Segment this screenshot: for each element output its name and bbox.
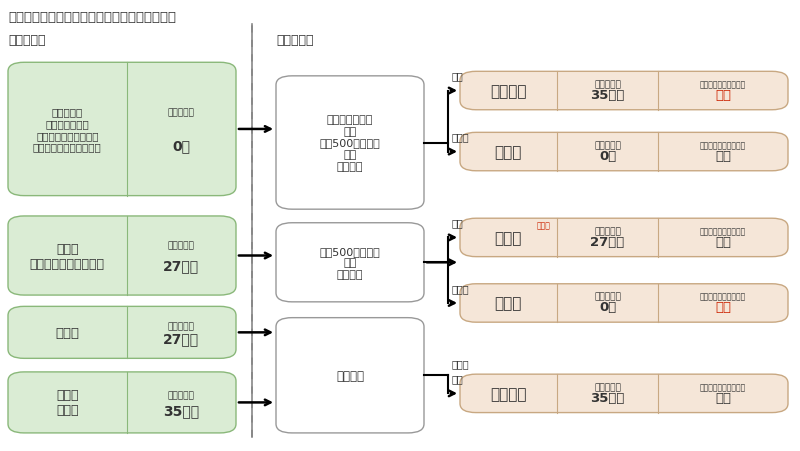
Text: （控除額）: （控除額） xyxy=(168,241,194,250)
Text: 非該当: 非該当 xyxy=(494,145,522,160)
Text: 27万円: 27万円 xyxy=(163,332,199,346)
Text: （控除額）: （控除額） xyxy=(168,390,194,399)
Text: （控除額）: （控除額） xyxy=(168,108,194,117)
Text: 事実婚無: 事実婚無 xyxy=(336,369,364,382)
Text: 非該当: 非該当 xyxy=(494,296,522,311)
FancyBboxPatch shape xyxy=(460,219,788,257)
Text: 同一生計の子有
かつ
所得500万円以下
かつ
事実婚無: 同一生計の子有 かつ 所得500万円以下 かつ 事実婚無 xyxy=(320,115,380,171)
Text: ひとり親: ひとり親 xyxy=(490,84,526,99)
Text: 非該当: 非該当 xyxy=(452,359,470,369)
Text: 不要: 不要 xyxy=(715,150,731,162)
FancyBboxPatch shape xyxy=(276,223,424,302)
Text: （年末調整時の申告）: （年末調整時の申告） xyxy=(700,141,746,150)
Text: ひとり親: ひとり親 xyxy=(490,386,526,401)
FancyBboxPatch shape xyxy=(276,77,424,210)
FancyBboxPatch shape xyxy=(8,372,236,433)
Text: （控除額）: （控除額） xyxy=(168,322,194,331)
Text: 寡　婦
（特別の寡婦を除く）: 寡 婦 （特別の寡婦を除く） xyxy=(30,242,105,270)
Text: （控除額）: （控除額） xyxy=(594,80,621,89)
FancyBboxPatch shape xyxy=(460,374,788,413)
Text: 27万円: 27万円 xyxy=(590,235,625,248)
Text: 35万円: 35万円 xyxy=(163,403,199,417)
Text: （年末調整時の申告）: （年末調整時の申告） xyxy=(700,80,746,89)
Text: 必要: 必要 xyxy=(715,301,731,313)
FancyBboxPatch shape xyxy=(8,63,236,196)
Text: 不要: 不要 xyxy=(715,391,731,404)
Text: 非該当: 非該当 xyxy=(452,283,470,294)
Text: 0円: 0円 xyxy=(599,150,616,162)
Text: 未　婚　の
ひ　と　り　親
〔寡婦（夫）、特別の
　寡婦に該当しない人〕: 未 婚 の ひ と り 親 〔寡婦（夫）、特別の 寡婦に該当しない人〕 xyxy=(33,107,102,152)
Text: 寡　夫: 寡 夫 xyxy=(55,326,79,339)
Text: 所得500万円以下
かつ
事実婚無: 所得500万円以下 かつ 事実婚無 xyxy=(320,246,380,279)
Text: 0円: 0円 xyxy=(599,301,616,313)
Text: （注）: （注） xyxy=(537,221,550,230)
Text: 該当: 該当 xyxy=(452,373,464,383)
Text: 【改正前後の控除に係る適用判定のフロー図】: 【改正前後の控除に係る適用判定のフロー図】 xyxy=(8,11,176,24)
FancyBboxPatch shape xyxy=(460,133,788,171)
Text: （控除額）: （控除額） xyxy=(594,292,621,301)
Text: 該当: 該当 xyxy=(452,218,464,228)
FancyBboxPatch shape xyxy=(276,318,424,433)
Text: 27万円: 27万円 xyxy=(163,258,199,272)
Text: 【改正前】: 【改正前】 xyxy=(8,34,46,47)
Text: 非該当: 非該当 xyxy=(452,132,470,143)
Text: 特別の
寡　婦: 特別の 寡 婦 xyxy=(56,389,78,416)
Text: 寡　婦: 寡 婦 xyxy=(494,230,522,245)
Text: （控除額）: （控除額） xyxy=(594,226,621,235)
Text: 35万円: 35万円 xyxy=(590,89,625,101)
FancyBboxPatch shape xyxy=(460,284,788,322)
Text: （年末調整時の申告）: （年末調整時の申告） xyxy=(700,226,746,235)
Text: （控除額）: （控除額） xyxy=(594,382,621,391)
FancyBboxPatch shape xyxy=(8,307,236,359)
Text: （控除額）: （控除額） xyxy=(594,141,621,150)
FancyBboxPatch shape xyxy=(460,72,788,110)
Text: 該当: 該当 xyxy=(452,71,464,81)
Text: 【改正後】: 【改正後】 xyxy=(276,34,314,47)
Text: （年末調整時の申告）: （年末調整時の申告） xyxy=(700,292,746,301)
Text: （年末調整時の申告）: （年末調整時の申告） xyxy=(700,382,746,391)
Text: 不要: 不要 xyxy=(715,235,731,248)
Text: 0円: 0円 xyxy=(172,138,190,152)
Text: 35万円: 35万円 xyxy=(590,391,625,404)
FancyBboxPatch shape xyxy=(8,216,236,295)
Text: 必要: 必要 xyxy=(715,89,731,101)
